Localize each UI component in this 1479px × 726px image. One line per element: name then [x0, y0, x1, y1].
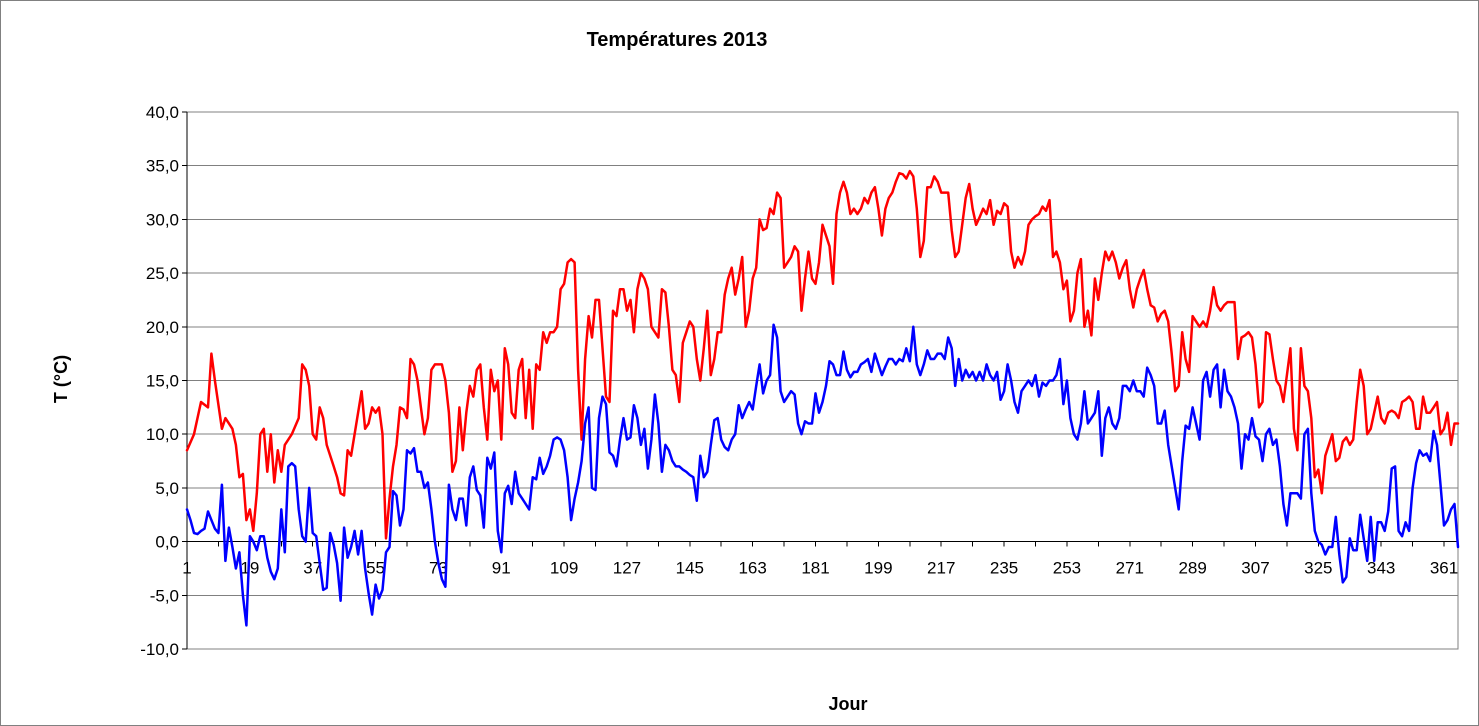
x-tick-label: 55 [366, 559, 385, 578]
x-tick-label: 307 [1241, 559, 1269, 578]
x-tick-label: 325 [1304, 559, 1332, 578]
y-tick-label: 35,0 [146, 157, 179, 176]
x-tick-label: 181 [801, 559, 829, 578]
plot-area: -10,0 -5,0 0,0 5,0 10,0 15,0 20,0 25,0 30,0 35,0 4… [140, 103, 1460, 659]
x-tick-label: 163 [738, 559, 766, 578]
y-tick-label: 15,0 [146, 372, 179, 391]
y-axis-label: T (°C) [51, 355, 71, 403]
y-tick-label: 20,0 [146, 318, 179, 337]
series-line-2 [185, 323, 1460, 627]
x-tick-label: 91 [492, 559, 511, 578]
x-tick-label: 37 [303, 559, 322, 578]
x-tick-label: 127 [613, 559, 641, 578]
x-tick-label: 109 [550, 559, 578, 578]
y-tick-label: -10,0 [140, 640, 179, 659]
x-tick-label: 235 [990, 559, 1018, 578]
y-tick-label: 40,0 [146, 103, 179, 122]
x-axis-label: Jour [828, 694, 867, 714]
x-tick-label: 217 [927, 559, 955, 578]
y-tick-label: 0,0 [155, 533, 179, 552]
y-tick-label: 25,0 [146, 264, 179, 283]
x-tick-label: 1 [182, 559, 191, 578]
x-tick-label: 289 [1178, 559, 1206, 578]
x-tick-label: 199 [864, 559, 892, 578]
x-tick-label: 271 [1116, 559, 1144, 578]
x-tick-label: 361 [1430, 559, 1458, 578]
series-line-1 [185, 169, 1460, 540]
x-tick-label: 253 [1053, 559, 1081, 578]
y-tick-label: 30,0 [146, 210, 179, 229]
x-tick-label: 343 [1367, 559, 1395, 578]
y-tick-label: 5,0 [155, 479, 179, 498]
chart-title: Températures 2013 [587, 29, 768, 51]
y-tick-label: -5,0 [150, 586, 179, 605]
x-tick-label: 145 [676, 559, 704, 578]
y-tick-label: 10,0 [146, 425, 179, 444]
